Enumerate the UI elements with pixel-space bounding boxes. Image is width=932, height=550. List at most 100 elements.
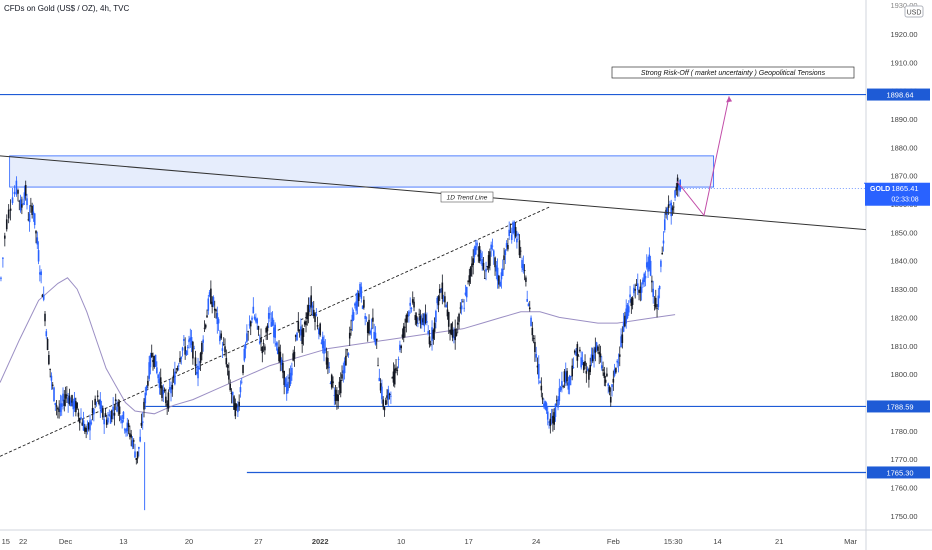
candle-body	[203, 327, 206, 329]
candle-body	[674, 190, 676, 198]
candle-body	[369, 331, 372, 334]
candle-body	[501, 268, 504, 276]
candle-body	[134, 451, 136, 458]
candle-body	[580, 357, 582, 368]
candle-body	[179, 357, 181, 362]
candle-body	[548, 421, 550, 423]
candle-body	[175, 371, 177, 373]
candle-body	[467, 280, 469, 282]
candle-body	[359, 283, 361, 295]
projection-arrow	[676, 96, 730, 217]
candle-body	[51, 384, 54, 386]
candle-body	[494, 257, 496, 268]
candle-body	[536, 365, 539, 368]
candle-body	[168, 387, 171, 390]
candle-body	[80, 417, 82, 419]
candle-body	[58, 409, 60, 412]
candle-body	[213, 308, 216, 311]
candle-body	[167, 392, 170, 409]
candle-body	[145, 386, 148, 391]
candle-body	[28, 213, 31, 223]
candle-body	[618, 354, 621, 357]
candle-body	[579, 349, 581, 352]
candle-body	[319, 323, 321, 336]
candle-body	[617, 362, 620, 364]
candle-body	[613, 369, 616, 376]
candle-body	[343, 360, 346, 374]
candle-body	[667, 204, 670, 208]
candle-body	[550, 416, 553, 418]
candle-body	[321, 336, 324, 349]
level-badge	[867, 400, 930, 413]
candle-body	[11, 197, 14, 203]
candle-body	[600, 365, 603, 369]
candle-body	[131, 440, 134, 447]
candle-body	[63, 399, 66, 406]
candle-body	[197, 365, 199, 379]
candle-body	[100, 405, 103, 413]
candle-body	[291, 368, 293, 376]
candle-body	[670, 202, 672, 217]
candle-body	[588, 369, 590, 380]
candle-body	[188, 339, 190, 343]
candle-body	[620, 336, 622, 348]
x-tick-label: 21	[775, 537, 783, 546]
candle-body	[428, 336, 431, 345]
candle-body	[212, 297, 215, 306]
candle-body	[238, 401, 240, 406]
candle-body	[627, 306, 630, 313]
candle-body	[95, 402, 98, 404]
candle-body	[324, 348, 327, 351]
candle-body	[45, 331, 48, 337]
candle-body	[402, 326, 405, 338]
candle-body	[629, 294, 631, 298]
candle-body	[414, 315, 417, 321]
candle-body	[361, 305, 364, 309]
x-tick-label: 15	[2, 537, 10, 546]
candle-body	[255, 318, 257, 322]
candle-body	[305, 321, 307, 326]
annotation-text: Strong Risk-Off ( market uncertainty ) G…	[641, 70, 826, 77]
candle-body	[387, 389, 390, 400]
candle-body	[464, 292, 467, 295]
candle-body	[365, 317, 368, 319]
candle-body	[177, 365, 180, 367]
candle-body	[458, 313, 460, 322]
candle-body	[190, 337, 193, 346]
candle-body	[334, 389, 337, 401]
candle-body	[267, 312, 270, 319]
candle-body	[5, 219, 8, 230]
candle-body	[429, 344, 432, 345]
candle-body	[157, 374, 159, 379]
candle-body	[559, 386, 562, 391]
currency-badge: USD	[907, 10, 922, 17]
candle-body	[608, 386, 611, 392]
candle-body	[643, 273, 645, 283]
candle-body	[244, 344, 247, 349]
candle-body	[194, 357, 197, 367]
candle-body	[258, 341, 261, 344]
candle-body	[413, 301, 415, 308]
candle-body	[108, 414, 111, 416]
candle-body	[292, 353, 294, 361]
candle-body	[112, 406, 114, 411]
candle-body	[516, 238, 518, 243]
candle-body	[82, 420, 85, 431]
x-tick-label: 27	[254, 537, 262, 546]
candle-body	[522, 264, 525, 271]
candle-body	[189, 337, 192, 341]
candle-body	[499, 281, 501, 287]
candle-body	[585, 370, 588, 374]
candle-body	[216, 312, 219, 325]
candle-body	[275, 342, 278, 346]
y-tick-label: 1920.00	[890, 30, 917, 39]
candle-body	[162, 390, 165, 395]
candle-body	[577, 355, 580, 357]
candle-body	[136, 451, 139, 459]
candle-body	[116, 406, 118, 412]
candle-body	[530, 317, 532, 327]
candle-body	[419, 315, 422, 324]
candle-body	[514, 227, 517, 237]
candle-body	[440, 291, 442, 293]
